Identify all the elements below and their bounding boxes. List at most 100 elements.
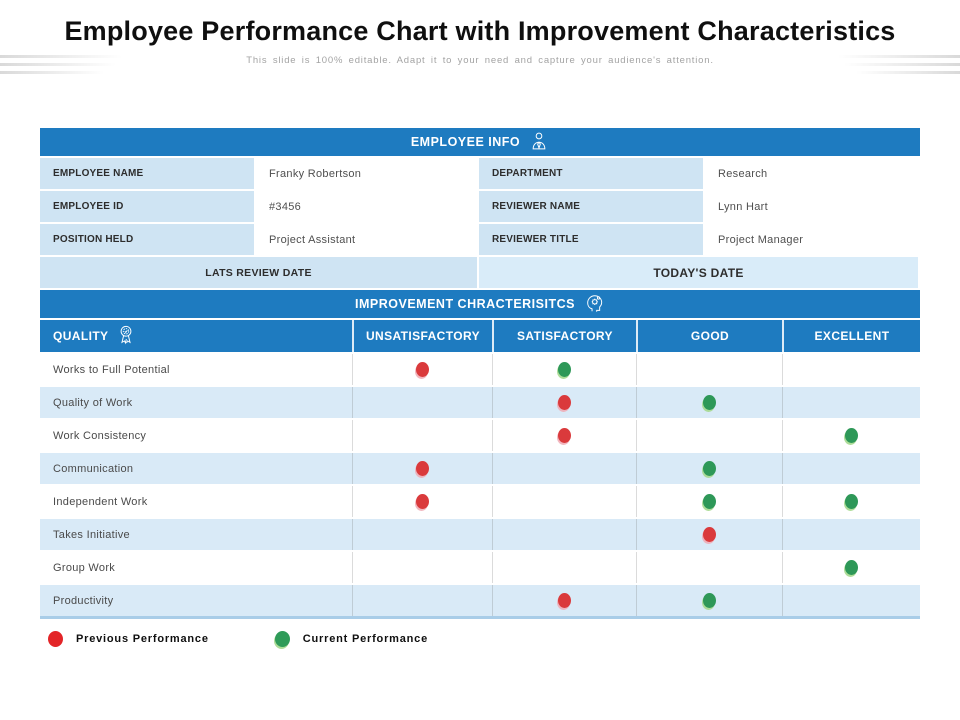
date-row: LATS REVIEW DATE TODAY'S DATE	[40, 257, 920, 288]
award-medal-icon	[117, 324, 135, 348]
column-header-good: GOOD	[636, 320, 782, 352]
legend: Previous Performance Current Performance	[48, 631, 428, 647]
rating-cell	[352, 420, 492, 451]
info-label: REVIEWER NAME	[479, 191, 703, 222]
info-value: Research	[705, 158, 920, 189]
slide-title: Employee Performance Chart with Improvem…	[64, 16, 896, 46]
employee-info-grid: EMPLOYEE NAME Franky Robertson DEPARTMENT R…	[40, 158, 920, 255]
matrix-row: Group Work	[40, 552, 920, 585]
current-performance-dot	[703, 461, 716, 476]
current-performance-dot	[703, 593, 716, 608]
rating-cell	[492, 486, 636, 517]
matrix-row: Independent Work	[40, 486, 920, 519]
current-performance-dot	[558, 362, 571, 377]
rating-cell	[636, 519, 782, 550]
legend-label-current: Current Performance	[302, 633, 429, 645]
rating-cell	[492, 519, 636, 550]
matrix-row: Works to Full Potential	[40, 354, 920, 387]
quality-label: Work Consistency	[53, 429, 147, 442]
rating-cell	[782, 519, 920, 550]
previous-performance-dot	[416, 494, 429, 509]
matrix-header-row: QUALITY UNSATISFACTORY SATISFACTORY GOOD…	[40, 320, 920, 354]
rating-cell	[492, 354, 636, 385]
improvement-header: IMPROVEMENT CHRACTERISITCS	[40, 290, 920, 320]
info-value: Project Assistant	[256, 224, 477, 255]
rating-cell	[636, 387, 782, 418]
matrix-row: Work Consistency	[40, 420, 920, 453]
decorative-lines-right	[838, 55, 960, 79]
matrix-row: Takes Initiative	[40, 519, 920, 552]
quality-label: Communication	[53, 462, 134, 475]
employee-info-header: EMPLOYEE INFO	[40, 128, 920, 158]
legend-item-current: Current Performance	[274, 631, 429, 647]
rating-cell	[636, 552, 782, 583]
rating-cell	[492, 387, 636, 418]
column-header-satisfactory: SATISFACTORY	[492, 320, 636, 352]
legend-label-previous: Previous Performance	[76, 633, 209, 645]
matrix-row: Productivity	[40, 585, 920, 619]
rating-cell	[352, 552, 492, 583]
last-review-date-cell: LATS REVIEW DATE	[40, 257, 477, 288]
rating-cell	[636, 354, 782, 385]
previous-performance-dot	[703, 527, 716, 542]
previous-performance-dot	[558, 428, 571, 443]
previous-performance-dot	[416, 461, 429, 476]
rating-cell	[492, 420, 636, 451]
column-header-quality: QUALITY	[40, 320, 352, 352]
info-value: Project Manager	[705, 224, 920, 255]
current-performance-dot	[845, 560, 858, 575]
improvement-title: IMPROVEMENT CHRACTERISITCS	[355, 297, 575, 311]
rating-cell	[782, 420, 920, 451]
performance-table: EMPLOYEE INFO EMPLOYEE NAME Franky Robert…	[40, 128, 920, 619]
decorative-lines-left	[0, 55, 122, 79]
previous-performance-dot	[558, 593, 571, 608]
rating-cell	[352, 519, 492, 550]
rating-cell	[782, 354, 920, 385]
matrix-body: Works to Full Potential Quality of Work Wo…	[40, 354, 920, 619]
rating-cell	[782, 585, 920, 616]
rating-cell	[352, 486, 492, 517]
rating-cell	[492, 552, 636, 583]
current-performance-legend-dot	[274, 631, 290, 647]
previous-performance-dot	[416, 362, 429, 377]
info-label: DEPARTMENT	[479, 158, 703, 189]
previous-performance-dot	[558, 395, 571, 410]
rating-cell	[352, 354, 492, 385]
current-performance-dot	[703, 395, 716, 410]
quality-label: Group Work	[53, 561, 116, 574]
quality-label: Quality of Work	[53, 396, 133, 409]
rating-cell	[782, 486, 920, 517]
rating-cell	[352, 453, 492, 484]
rating-cell	[782, 552, 920, 583]
legend-item-previous: Previous Performance	[48, 631, 209, 647]
matrix-row: Quality of Work	[40, 387, 920, 420]
current-performance-dot	[845, 494, 858, 509]
column-header-excellent: EXCELLENT	[782, 320, 920, 352]
info-label: REVIEWER TITLE	[479, 224, 703, 255]
info-label: EMPLOYEE NAME	[40, 158, 254, 189]
rating-cell	[636, 486, 782, 517]
rating-cell	[636, 420, 782, 451]
quality-header-label: QUALITY	[53, 329, 109, 343]
matrix-row: Communication	[40, 453, 920, 486]
rating-cell	[782, 453, 920, 484]
quality-label: Independent Work	[53, 495, 148, 508]
current-performance-dot	[845, 428, 858, 443]
rating-cell	[636, 585, 782, 616]
quality-label: Works to Full Potential	[53, 363, 170, 376]
info-label: POSITION HELD	[40, 224, 254, 255]
quality-label: Productivity	[53, 594, 114, 607]
column-header-unsatisfactory: UNSATISFACTORY	[352, 320, 492, 352]
head-gears-icon	[584, 292, 605, 316]
rating-cell	[782, 387, 920, 418]
info-value: Lynn Hart	[705, 191, 920, 222]
employee-info-title: EMPLOYEE INFO	[410, 135, 521, 149]
previous-performance-legend-dot	[48, 631, 63, 647]
info-value: #3456	[256, 191, 477, 222]
info-label: EMPLOYEE ID	[40, 191, 254, 222]
quality-label: Takes Initiative	[53, 528, 130, 541]
current-performance-dot	[703, 494, 716, 509]
rating-cell	[492, 453, 636, 484]
slide-subtitle: This slide is 100% editable. Adapt it to…	[246, 55, 714, 66]
